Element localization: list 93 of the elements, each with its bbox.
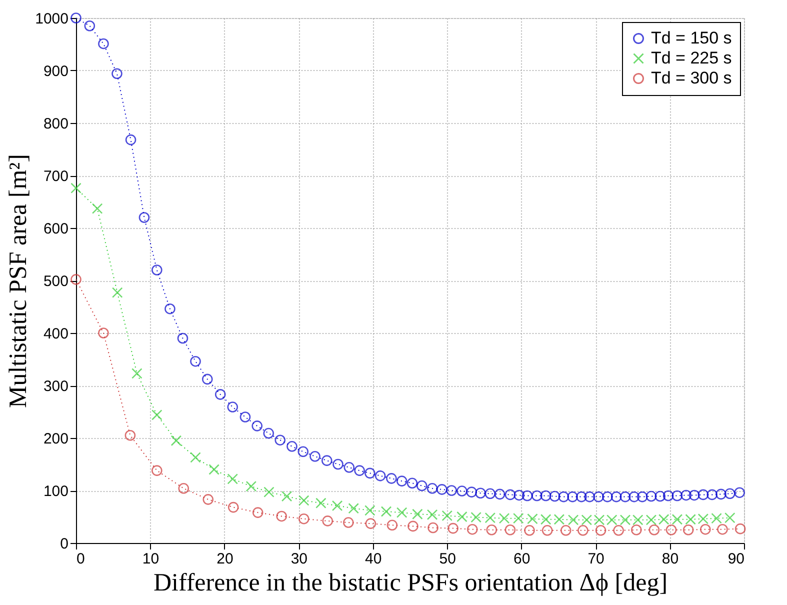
y-tick-label: 800 <box>43 116 68 132</box>
point <box>426 509 438 520</box>
y-tick-label: 100 <box>43 483 68 500</box>
point <box>470 512 482 523</box>
point <box>70 274 82 285</box>
point <box>554 514 565 525</box>
x-tick-label: 70 <box>588 550 604 568</box>
point <box>456 511 468 522</box>
point <box>527 513 538 524</box>
point <box>412 508 423 520</box>
point <box>568 514 579 526</box>
point <box>724 512 736 524</box>
x-tick-label: 0 <box>76 550 85 568</box>
point <box>682 524 694 536</box>
x-tick-label: 10 <box>142 550 160 568</box>
y-tick-label: 500 <box>43 273 68 290</box>
x-tick-label: 80 <box>662 550 679 568</box>
point <box>672 514 683 525</box>
point <box>281 490 292 502</box>
x-tick-label: 90 <box>728 550 744 568</box>
point <box>486 524 498 536</box>
point <box>448 522 458 534</box>
point <box>332 500 343 512</box>
y-tick-label: 600 <box>43 220 68 238</box>
y-tick-label: 200 <box>43 430 68 448</box>
point <box>132 368 142 379</box>
point <box>666 524 677 536</box>
point <box>700 524 711 535</box>
point <box>524 525 535 536</box>
point <box>648 524 660 536</box>
point <box>380 506 392 517</box>
point <box>613 525 624 536</box>
legend-label: Td = 150 s <box>651 28 732 48</box>
point <box>512 512 524 524</box>
y-axis-title: Multistatic PSF area [m²] <box>5 154 32 408</box>
point <box>252 507 264 518</box>
point <box>190 452 201 463</box>
point <box>717 524 728 535</box>
point <box>343 517 354 528</box>
point <box>386 520 398 531</box>
point <box>70 182 82 194</box>
point <box>348 502 359 514</box>
x-tick-label: 60 <box>513 550 530 568</box>
x-tick-label: 30 <box>290 550 308 568</box>
point <box>442 510 453 522</box>
x-axis-title: Difference in the bistatic PSFs orientation Δϕ [deg] <box>153 570 668 596</box>
y-tick-label: 0 <box>60 536 68 552</box>
point <box>202 494 214 505</box>
point <box>595 525 606 536</box>
point <box>298 495 310 506</box>
point <box>365 518 376 529</box>
point <box>178 483 190 494</box>
point <box>396 507 408 518</box>
point <box>428 522 438 534</box>
y-tick-label: 1000 <box>35 10 68 28</box>
x-tick-label: 50 <box>439 550 456 568</box>
legend-label: Td = 300 s <box>651 68 732 88</box>
point <box>711 512 722 524</box>
point <box>316 498 326 508</box>
point <box>264 486 274 498</box>
point <box>152 410 162 420</box>
point <box>276 510 287 522</box>
point <box>630 524 642 536</box>
point <box>228 502 239 513</box>
point <box>540 514 552 525</box>
point <box>112 287 123 298</box>
y-tick-label: 400 <box>43 326 68 342</box>
point <box>484 512 496 524</box>
point <box>208 464 220 475</box>
point <box>92 203 103 214</box>
x-tick-label: 40 <box>365 550 382 568</box>
x-tick-label: 20 <box>216 550 234 568</box>
point <box>504 524 516 536</box>
point <box>98 328 109 338</box>
point <box>246 480 257 492</box>
point <box>170 435 182 446</box>
point <box>152 465 162 476</box>
point <box>408 520 418 532</box>
point <box>322 516 334 526</box>
point <box>227 474 238 484</box>
point <box>498 512 510 524</box>
legend-label: Td = 225 s <box>651 48 732 68</box>
point <box>298 513 310 524</box>
point <box>542 525 553 536</box>
y-tick-label: 300 <box>43 378 68 395</box>
y-tick-label: 700 <box>43 168 68 185</box>
point <box>124 430 136 441</box>
point <box>578 525 588 536</box>
point <box>466 524 478 535</box>
y-tick-label: 900 <box>43 63 68 80</box>
point <box>560 525 572 536</box>
point <box>734 523 746 534</box>
point <box>364 505 376 516</box>
